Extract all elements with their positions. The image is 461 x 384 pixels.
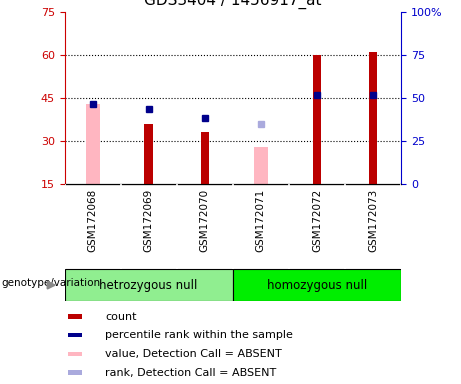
- Bar: [201, 132, 209, 184]
- Text: value, Detection Call = ABSENT: value, Detection Call = ABSENT: [105, 349, 282, 359]
- Text: count: count: [105, 311, 136, 321]
- Bar: [86, 104, 100, 184]
- Text: genotype/variation: genotype/variation: [1, 278, 100, 288]
- Text: percentile rank within the sample: percentile rank within the sample: [105, 330, 293, 340]
- Bar: [68, 314, 82, 319]
- Bar: [68, 352, 82, 356]
- Bar: [313, 55, 321, 184]
- Text: rank, Detection Call = ABSENT: rank, Detection Call = ABSENT: [105, 367, 276, 378]
- Text: GSM172072: GSM172072: [312, 189, 322, 252]
- Bar: [369, 52, 377, 184]
- Bar: [68, 333, 82, 338]
- Text: GSM172069: GSM172069: [144, 189, 154, 252]
- Text: homozygous null: homozygous null: [267, 279, 367, 291]
- Bar: [65, 269, 233, 301]
- Text: GSM172071: GSM172071: [256, 189, 266, 252]
- Bar: [254, 147, 268, 184]
- Bar: [68, 371, 82, 375]
- Text: GSM172073: GSM172073: [368, 189, 378, 252]
- Title: GDS3404 / 1456917_at: GDS3404 / 1456917_at: [144, 0, 322, 9]
- Text: GSM172068: GSM172068: [88, 189, 98, 252]
- Text: GSM172070: GSM172070: [200, 189, 210, 252]
- Bar: [233, 269, 401, 301]
- Text: hetrozygous null: hetrozygous null: [100, 279, 198, 291]
- Bar: [144, 124, 153, 184]
